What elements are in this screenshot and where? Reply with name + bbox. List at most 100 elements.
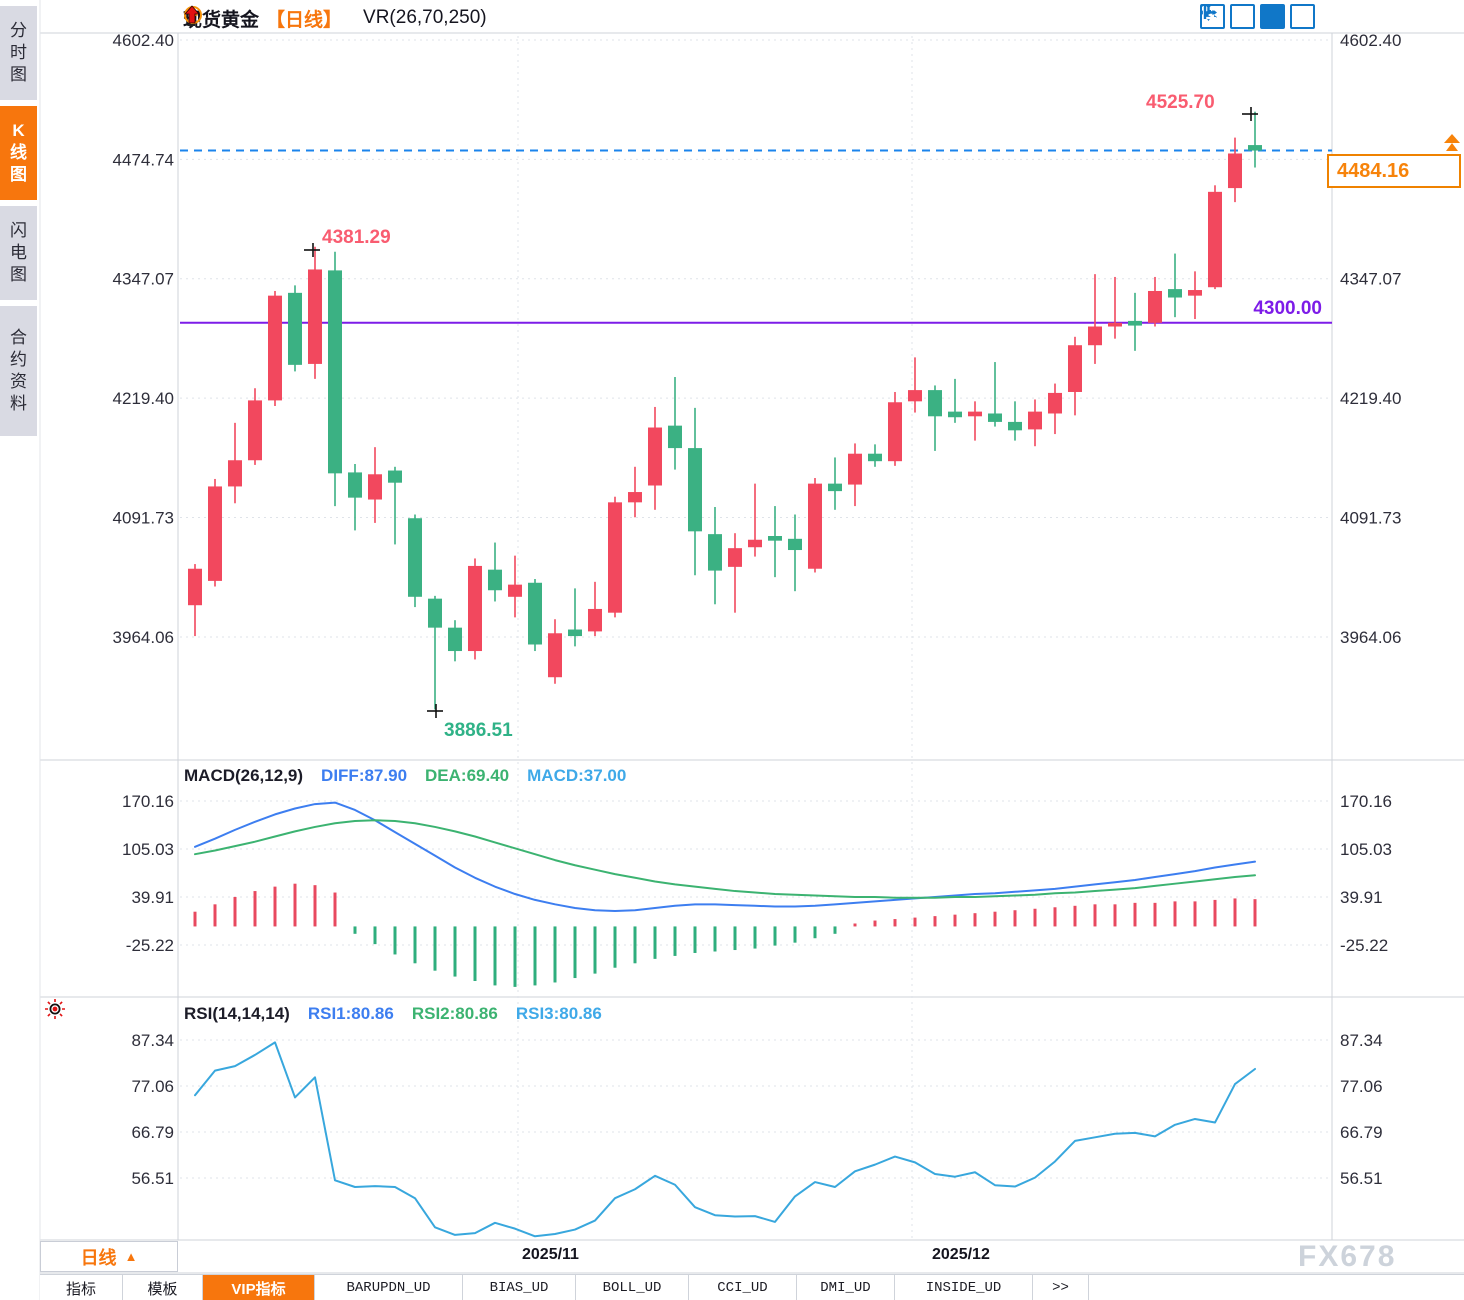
axis-tick-left: 66.79	[131, 1123, 174, 1142]
sidebar-tab-1[interactable]: 分时图	[0, 6, 37, 100]
auto-fit-icon-button[interactable]	[1202, 4, 1285, 29]
axis-tick-right: 56.51	[1340, 1169, 1383, 1188]
candle-body	[1008, 421, 1022, 431]
macd-title[interactable]: MACD(26,12,9)	[184, 766, 304, 785]
macd-dea-value: DEA:69.40	[425, 766, 510, 785]
candle-body	[308, 269, 322, 364]
bottom-tab--[interactable]: >>	[1033, 1275, 1089, 1300]
candle-body	[1108, 322, 1122, 327]
reference-line-label: 4300.00	[1253, 298, 1322, 319]
candle-body	[208, 486, 222, 581]
axis-tick-left: 170.16	[122, 792, 174, 811]
axis-tick-right: 87.34	[1340, 1031, 1383, 1050]
vr-indicator-label[interactable]: VR(26,70,250)	[363, 7, 487, 28]
axis-tick-right: 77.06	[1340, 1077, 1383, 1096]
sidebar-tab-char: 资	[10, 372, 27, 391]
axis-tick-right: 39.91	[1340, 888, 1383, 907]
axis-tick-right: 66.79	[1340, 1123, 1383, 1142]
candle-body	[728, 548, 742, 567]
period-selector[interactable]: 日线 ▲	[40, 1241, 178, 1272]
candle-body	[548, 633, 562, 678]
candle-body	[608, 502, 622, 613]
axis-tick-right: 4219.40	[1340, 389, 1401, 408]
current-price-tag: 4484.16	[1327, 154, 1461, 188]
candle-body	[628, 492, 642, 503]
candle-body	[748, 539, 762, 548]
sidebar-tab-char: 约	[10, 349, 27, 369]
bottom-tab-dmi-ud[interactable]: DMI_UD	[797, 1275, 895, 1300]
candle-body	[1128, 320, 1142, 326]
candle-body	[908, 390, 922, 402]
candle-body	[468, 565, 482, 652]
bottom-tab-cci-ud[interactable]: CCI_UD	[689, 1275, 797, 1300]
x-axis-label-nov: 2025/11	[522, 1246, 579, 1263]
axis-tick-left: 56.51	[131, 1169, 174, 1188]
axis-tick-right: 170.16	[1340, 792, 1392, 811]
candle-body	[948, 411, 962, 418]
symbol-title: 现货黄金	[183, 9, 260, 31]
sidebar-tab-4[interactable]: 合约资料	[0, 306, 37, 436]
bottom-tab-模板[interactable]: 模板	[123, 1275, 203, 1300]
x-axis-label-dec: 2025/12	[932, 1246, 990, 1263]
candle-body	[828, 483, 842, 492]
axis-tick-right: 3964.06	[1340, 628, 1401, 647]
sidebar-tab-char: 料	[10, 394, 27, 414]
candle-body	[388, 470, 402, 483]
candle-body	[1168, 289, 1182, 298]
price-annotation: 4381.29	[322, 227, 391, 248]
rsi-title[interactable]: RSI(14,14,14)	[184, 1004, 290, 1023]
candle-body	[448, 627, 462, 652]
candle-body	[408, 518, 422, 597]
bottom-tab-barupdn-ud[interactable]: BARUPDN_UD	[315, 1275, 463, 1300]
price-annotation: 4525.70	[1146, 92, 1215, 113]
axis-tick-left: 105.03	[122, 840, 174, 859]
candle-body	[188, 568, 202, 606]
candle-body	[248, 400, 262, 461]
axis-tick-left: 4219.40	[113, 389, 174, 408]
candle-body	[808, 483, 822, 569]
candle-body	[1088, 326, 1102, 346]
axis-tick-right: 4347.07	[1340, 270, 1401, 289]
period-arrow-icon: ▲	[124, 1249, 138, 1264]
candle-body	[268, 295, 282, 401]
candle-body	[1228, 153, 1242, 189]
sidebar-tab-char: 闪	[10, 220, 27, 240]
indicator-tabbar: 指标 模板 VIP指标 BARUPDN_UD BIAS_UD BOLL_UD CCI_UD D…	[40, 1274, 1464, 1300]
period-tag[interactable]: 【日线】	[266, 9, 343, 31]
axis-scale-icon-button[interactable]	[1202, 4, 1255, 29]
jump-to-latest-icon-button[interactable]	[1203, 4, 1315, 29]
axis-tick-right: 105.03	[1340, 840, 1392, 859]
price-up-arrow-icon	[1444, 134, 1460, 143]
candle-body	[1148, 290, 1162, 323]
axis-tick-left: 4091.73	[113, 509, 174, 528]
rsi3-value: RSI3:80.86	[515, 1004, 602, 1023]
candle-body	[888, 402, 902, 462]
rsi2-value: RSI2:80.86	[411, 1004, 498, 1023]
candle-body	[988, 413, 1002, 422]
sidebar-tab-char: 线	[10, 142, 27, 162]
bottom-tab-inside-ud[interactable]: INSIDE_UD	[895, 1275, 1033, 1300]
candle-body	[1068, 345, 1082, 392]
bottom-tab-boll-ud[interactable]: BOLL_UD	[576, 1275, 689, 1300]
axis-tick-left: 4602.40	[113, 31, 174, 50]
sidebar-tab-char: 合	[10, 327, 27, 347]
watermark: FX678	[1298, 1240, 1397, 1273]
price-annotation: 3886.51	[444, 720, 513, 741]
sidebar-tab-char: 图	[10, 265, 27, 285]
candle-body	[1048, 392, 1062, 414]
axis-tick-right: 4602.40	[1340, 31, 1401, 50]
candle-body	[1028, 411, 1042, 430]
period-label: 日线	[80, 1247, 117, 1268]
candle-body	[768, 536, 782, 541]
axis-tick-left: 39.91	[131, 888, 174, 907]
bottom-tab-指标[interactable]: 指标	[40, 1275, 123, 1300]
candle-body	[968, 411, 982, 417]
sidebar-tab-3[interactable]: 闪电图	[0, 206, 37, 300]
bottom-tab-bias-ud[interactable]: BIAS_UD	[463, 1275, 576, 1300]
candle-body	[1208, 191, 1222, 288]
bottom-tab-vip指标[interactable]: VIP指标	[203, 1275, 315, 1300]
jump-to-latest-icon	[1203, 6, 1217, 19]
